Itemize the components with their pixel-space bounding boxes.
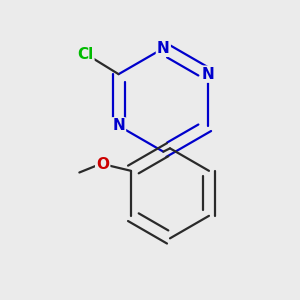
Text: O: O <box>96 157 109 172</box>
Text: Cl: Cl <box>77 47 93 62</box>
Text: N: N <box>112 118 125 133</box>
Text: N: N <box>157 41 170 56</box>
Text: N: N <box>202 67 214 82</box>
